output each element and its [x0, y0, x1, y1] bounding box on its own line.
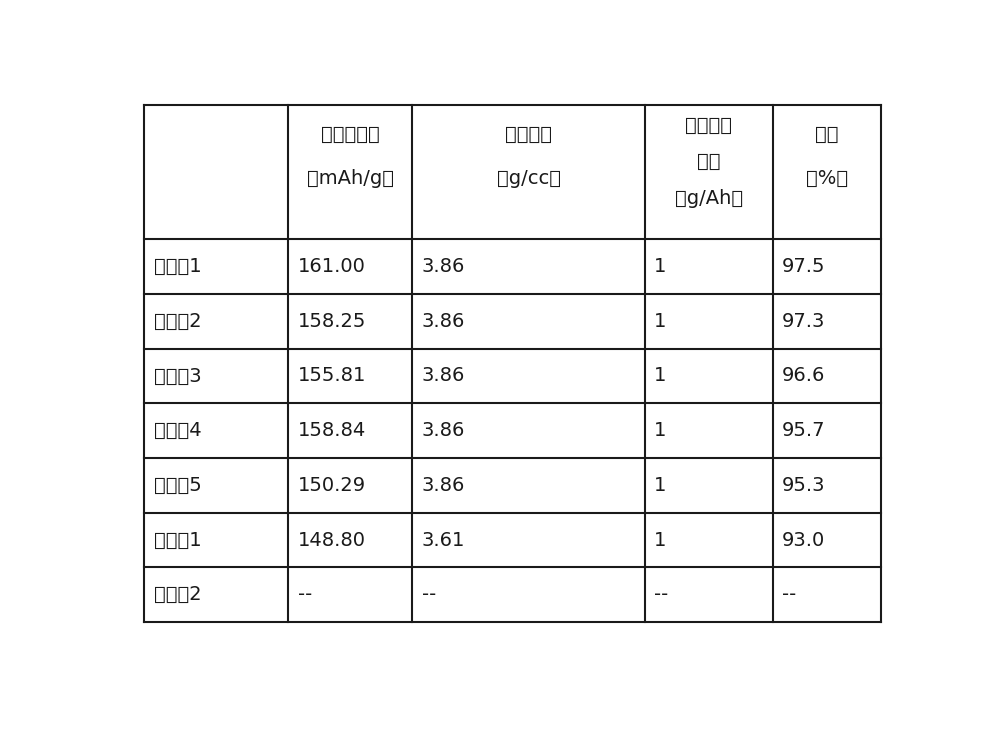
Text: 161.00: 161.00 — [298, 257, 366, 276]
Text: 1: 1 — [654, 421, 666, 440]
Text: 3.61: 3.61 — [422, 531, 465, 550]
Text: 1: 1 — [654, 367, 666, 386]
Text: 93.0: 93.0 — [782, 531, 825, 550]
Text: 96.6: 96.6 — [782, 367, 825, 386]
Text: （g/Ah）: （g/Ah） — [675, 190, 743, 209]
Text: 1: 1 — [654, 476, 666, 495]
Text: 实施例4: 实施例4 — [154, 421, 201, 440]
Text: 3.86: 3.86 — [422, 257, 465, 276]
Text: 3.86: 3.86 — [422, 367, 465, 386]
Text: 首效: 首效 — [815, 125, 838, 144]
Bar — [144, 105, 881, 622]
Text: 3.86: 3.86 — [422, 421, 465, 440]
Text: 97.3: 97.3 — [782, 311, 825, 330]
Text: （g/cc）: （g/cc） — [497, 169, 561, 188]
Text: 压实密度: 压实密度 — [505, 125, 552, 144]
Text: --: -- — [654, 585, 668, 604]
Text: 实施例1: 实施例1 — [154, 257, 201, 276]
Text: 155.81: 155.81 — [298, 367, 366, 386]
Text: --: -- — [422, 585, 436, 604]
Text: 实施例2: 实施例2 — [154, 311, 201, 330]
Text: 1: 1 — [654, 531, 666, 550]
Text: 97.5: 97.5 — [782, 257, 825, 276]
Text: 95.7: 95.7 — [782, 421, 825, 440]
Text: （mAh/g）: （mAh/g） — [307, 169, 394, 188]
Text: 实施例3: 实施例3 — [154, 367, 201, 386]
Text: 150.29: 150.29 — [298, 476, 366, 495]
Text: 加量: 加量 — [697, 152, 720, 171]
Text: （%）: （%） — [806, 169, 848, 188]
Text: 3.86: 3.86 — [422, 476, 465, 495]
Text: 放电比容量: 放电比容量 — [321, 125, 380, 144]
Text: 95.3: 95.3 — [782, 476, 825, 495]
Text: --: -- — [298, 585, 312, 604]
Text: 3.86: 3.86 — [422, 311, 465, 330]
Text: 实施例5: 实施例5 — [154, 476, 201, 495]
Text: 158.84: 158.84 — [298, 421, 366, 440]
Text: 1: 1 — [654, 257, 666, 276]
Text: 1: 1 — [654, 311, 666, 330]
Text: 对比例2: 对比例2 — [154, 585, 201, 604]
Text: 158.25: 158.25 — [298, 311, 366, 330]
Text: 电解液添: 电解液添 — [685, 116, 732, 135]
Text: --: -- — [782, 585, 796, 604]
Text: 148.80: 148.80 — [298, 531, 366, 550]
Text: 对比例1: 对比例1 — [154, 531, 201, 550]
